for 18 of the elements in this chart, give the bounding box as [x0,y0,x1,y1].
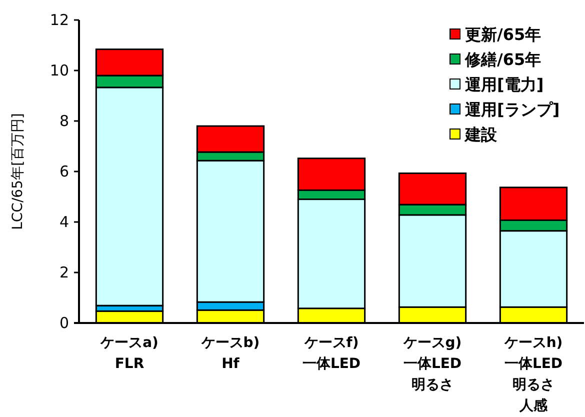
x-tick-label: ケースg) 一体LED 明るさ [403,335,462,393]
y-tick-label: 4 [59,213,69,231]
y-tick-label: 2 [59,264,69,282]
x-tick-label: ケースh) 一体LED 明るさ人感 [504,335,563,416]
x-tick-label: ケースa) FLR [100,335,158,372]
x-tick-label: ケースb) Hf [201,335,260,372]
legend-label: 運用[ランプ] [464,100,560,119]
legend-label: 更新/65年 [465,25,542,44]
legend-label: 運用[電力] [464,75,544,94]
y-axis-title: LCC/65年[百万円] [10,113,26,230]
legend-label: 建設 [463,125,498,144]
y-tick-label: 10 [50,62,69,80]
x-tick-label: ケースf) 一体LED [302,335,361,372]
y-tick-label: 8 [59,112,69,130]
y-tick-label: 6 [59,162,69,180]
legend-label: 修繕/65年 [464,50,542,69]
y-tick-label: 12 [50,11,69,29]
y-tick-label: 0 [59,314,69,332]
